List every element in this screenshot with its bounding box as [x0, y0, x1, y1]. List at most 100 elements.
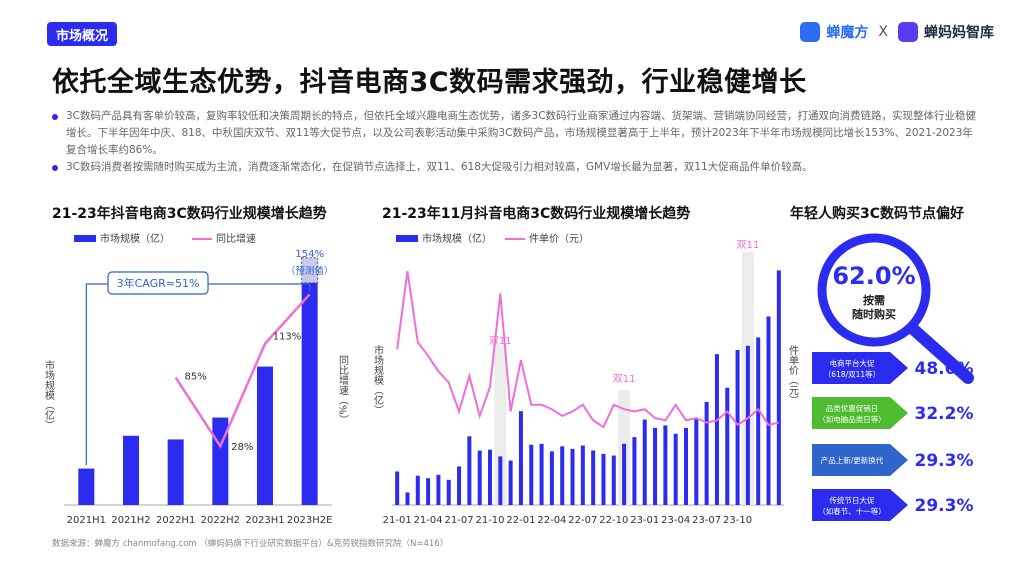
source-note: 数据来源：蝉魔方 chanmofang.com （蝉妈妈旗下行业研究数据平台）&… [52, 539, 449, 549]
panel-item-arrow [812, 444, 908, 476]
chart2-title: 21-23年11月抖音电商3C数码行业规模增长趋势 [382, 206, 691, 222]
panel-item-pct: 29.3% [915, 496, 974, 516]
chart2-x-tick: 22-01 [506, 515, 535, 526]
magnifier-handle-icon [906, 322, 974, 384]
chart1-bar [257, 366, 273, 505]
panel-item-sublabel: （如春节、十一等） [818, 506, 886, 516]
magnifier-ring-icon [817, 233, 931, 347]
chanmofang-logo-icon [800, 22, 821, 42]
chart2-bar [776, 270, 781, 505]
chart2-bar [560, 446, 565, 505]
panel-item-sublabel: （如电脑品类日等） [818, 414, 886, 424]
chart2-bar [549, 451, 554, 505]
chart2-bar [591, 450, 596, 505]
chart2-ylabel: 市场规模（亿） [372, 344, 384, 415]
chart1-legend-bar-label: 市场规模（亿） [100, 232, 170, 245]
chart2-bar [446, 479, 451, 505]
chart2-annotation: 双11 [489, 335, 512, 347]
chart2-y2label: 件单价（元） [787, 345, 799, 405]
chart1-title: 21-23年抖音电商3C数码行业规模增长趋势 [52, 206, 327, 222]
chart2-x-tick: 21-01 [383, 515, 412, 526]
chart2-price-line [396, 270, 780, 429]
page-title: 依托全域生态优势，抖音电商3C数码需求强劲，行业稳健增长 [52, 67, 807, 98]
chart1-x-tick: 2022H1 [156, 515, 195, 526]
chart2-legend-bar-swatch [396, 235, 418, 242]
chart2-double11-highlight [494, 345, 507, 505]
chart2-bar [725, 387, 730, 505]
chart1-ylabel: 市场规模（亿） [43, 359, 55, 430]
panel-item-arrow [812, 352, 908, 384]
chart2-bar [735, 349, 740, 505]
chart2-bar [663, 425, 668, 505]
chart2-x-tick: 21-10 [475, 515, 504, 526]
brand-logos: 蝉魔方 X 蝉妈妈智库 [800, 22, 994, 42]
chart2-bar [745, 345, 750, 505]
brand-separator: X [878, 24, 888, 40]
chart2-bar [529, 444, 534, 505]
chart1-bar [301, 282, 318, 505]
chart1-x-tick: 2022H2 [201, 515, 240, 526]
chart2-bar [498, 456, 503, 505]
chart2-bar [653, 427, 658, 505]
chart1-legend-line-label: 同比增速 [216, 232, 256, 245]
chart2-bar [684, 427, 688, 505]
chart2-bar [642, 419, 647, 505]
chart2-x-tick: 22-07 [568, 515, 597, 526]
chart1-data-label: 113% [273, 332, 302, 343]
panel-item-label: 产品上新/更新换代 [821, 455, 884, 465]
chart2-bar [714, 354, 719, 505]
panel-title: 年轻人购买3C数码节点偏好 [790, 206, 965, 222]
chart1-growth-line [174, 293, 311, 449]
chart2-x-tick: 23-07 [692, 515, 721, 526]
chart2-x-tick: 21-04 [414, 515, 443, 526]
chart1-cagr-label: 3年CAGR≈51% [117, 276, 200, 290]
chart2-x-tick: 23-10 [723, 515, 752, 526]
bullet-1: 3C数码产品具有客单价较高，复购率较低和决策周期长的特点，但依托全域兴趣电商生态… [52, 108, 982, 159]
chart2-bar [518, 411, 523, 505]
panel-item-label: 传统节日大促 [830, 495, 875, 505]
chart1-data-label: 28% [231, 442, 253, 453]
chart2-bar [395, 471, 400, 505]
chart1-bar [123, 435, 139, 505]
chart2-x-tick: 23-01 [630, 515, 659, 526]
brand-right: 蝉妈妈智库 [924, 25, 994, 41]
chart1-forecast-label: （预测值） [286, 265, 334, 277]
chart2-x-tick: 22-10 [599, 515, 628, 526]
chart2-bar [539, 443, 544, 505]
panel-item-label: 品类优惠促销日 [826, 403, 879, 413]
chart1-x-tick: 2023H2E [287, 515, 333, 526]
chart2-x-tick: 23-04 [661, 515, 690, 526]
chart2-bar [622, 443, 627, 505]
panel-item-pct: 48.6% [915, 359, 974, 379]
chart2-bar [457, 466, 462, 505]
chart2-bar [611, 455, 616, 505]
panel-big-pct: 62.0% [832, 262, 915, 290]
chart1-data-label: 85% [185, 372, 207, 383]
panel-item-pct: 32.2% [915, 404, 974, 424]
chart1-x-tick: 2021H2 [111, 515, 150, 526]
chart2-bar [415, 475, 420, 505]
chart2-x-tick: 21-07 [445, 515, 474, 526]
chart2-bar [704, 401, 709, 505]
chart2-bar [477, 450, 482, 505]
chart2-legend-bar-label: 市场规模（亿） [422, 232, 492, 245]
chart1-bar [167, 439, 184, 505]
panel-big-label: 按需 [863, 293, 885, 307]
panel-item-arrow [812, 397, 908, 429]
chart2-bar [632, 437, 637, 505]
chart2-bar [426, 478, 431, 505]
chart2-bar [580, 445, 585, 505]
chart1-x-tick: 2023H1 [245, 515, 284, 526]
panel-item-pct: 29.3% [915, 451, 974, 471]
chart1-y2label: 同比增速（%） [337, 355, 349, 425]
chart2-bar [601, 453, 606, 505]
chart2-bar [508, 460, 513, 505]
chart2-bar [694, 417, 699, 505]
chart2-annotation: 双11 [737, 239, 760, 251]
chart1-forecast-hatch [301, 257, 319, 284]
bullet-2: 3C数码消费者按需随时购买成为主流，消费逐渐常态化，在促销节点选择上，双11、6… [52, 159, 982, 176]
panel-item-arrow [812, 489, 908, 521]
brand-left: 蝉魔方 [826, 25, 869, 41]
chart2-bar [436, 474, 441, 505]
